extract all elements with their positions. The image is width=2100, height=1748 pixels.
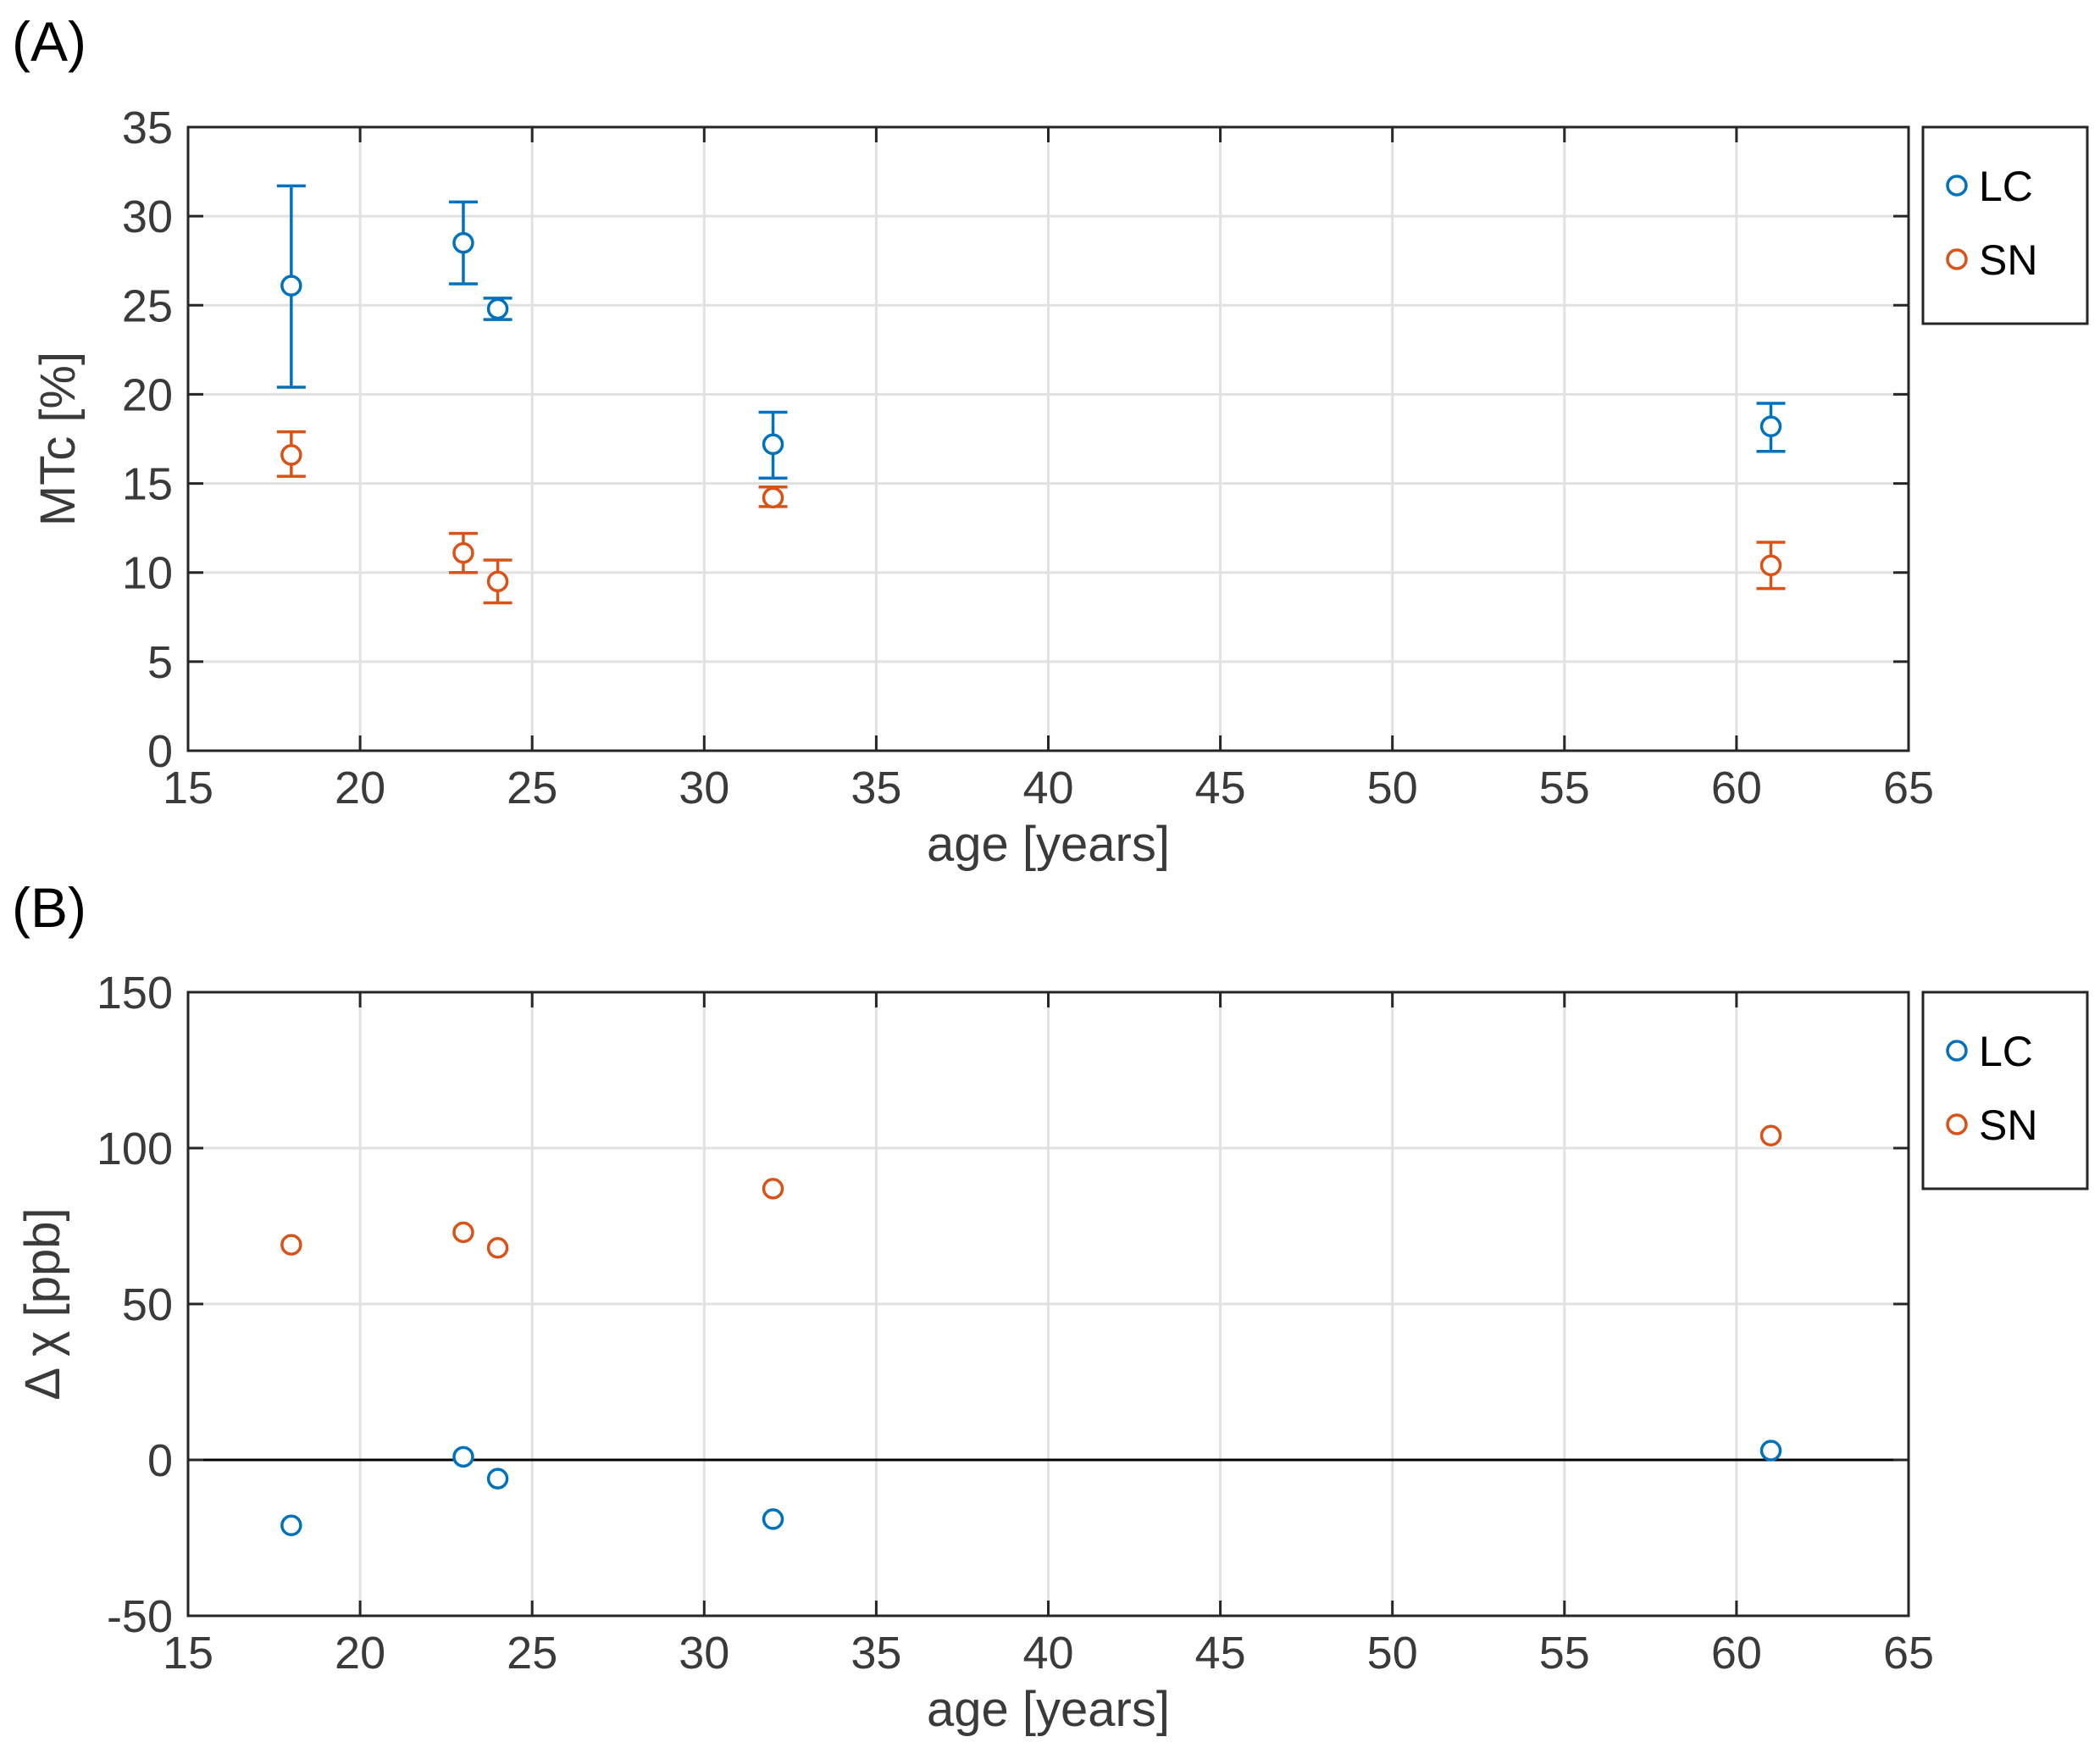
y-tick-label: -50: [107, 1591, 173, 1642]
data-point-lc: [280, 275, 302, 297]
data-point-sn: [486, 570, 509, 592]
y-tick-label: 25: [122, 280, 173, 331]
y-axis-title: MTc [%]: [30, 352, 86, 526]
data-point-lc: [1759, 1440, 1782, 1462]
x-tick-label: 55: [1539, 1628, 1590, 1679]
ticks: 15 20 25 30 35 40 45 50 55 60 65 -50 0 50 100 150: [97, 968, 1934, 1679]
data-point-sn: [280, 1234, 302, 1256]
x-axis-title: age [years]: [927, 1682, 1170, 1737]
x-tick-label: 65: [1883, 1628, 1934, 1679]
ticks: 15 20 25 30 35 40 45 50 55 60 65 0 5 10 15 20 25 30 35: [122, 103, 1934, 813]
x-tick-label: 50: [1367, 1628, 1418, 1679]
y-axis-title: Δ χ [ppb]: [15, 1207, 70, 1400]
legend-label-lc: LC: [1979, 163, 2033, 210]
y-tick-label: 100: [97, 1124, 173, 1174]
data-point-sn: [452, 541, 474, 564]
y-tick-label: 30: [122, 191, 173, 242]
x-tick-label: 60: [1711, 1628, 1762, 1679]
y-tick-label: 0: [147, 1435, 173, 1486]
legend-marker-sn: [1946, 248, 1968, 270]
x-tick-label: 30: [679, 1628, 729, 1679]
y-tick-label: 20: [122, 369, 173, 420]
x-tick-label: 50: [1367, 763, 1418, 813]
data-point-sn: [280, 444, 302, 466]
y-tick-label: 150: [97, 968, 173, 1018]
x-tick-label: 55: [1539, 763, 1590, 813]
legend-label-sn: SN: [1979, 1102, 2037, 1149]
y-tick-label: 5: [147, 637, 173, 688]
data-point-lc: [762, 1508, 784, 1530]
legend: LC SN: [1921, 125, 2089, 325]
y-tick-label: 10: [122, 548, 173, 599]
series-lc: [280, 1440, 1782, 1537]
data-point-lc: [452, 231, 474, 254]
data-point-sn: [762, 486, 784, 509]
legend-label-lc: LC: [1979, 1028, 2033, 1075]
data-point-sn: [762, 1178, 784, 1200]
legend: LC SN: [1921, 991, 2089, 1190]
data-point-sn: [1759, 1124, 1782, 1147]
x-tick-label: 15: [163, 1628, 213, 1679]
series-sn: [280, 1124, 1782, 1259]
legend-box: [1921, 125, 2089, 325]
y-tick-label: 35: [122, 103, 173, 153]
legend-marker-lc: [1946, 1040, 1968, 1062]
x-tick-label: 20: [335, 763, 385, 813]
data-point-sn: [486, 1237, 509, 1259]
chart-panel-a: (A) 15 20 25 30 35 40 45 50 55 60 65 0 5 10 15 20 25 30 35 a…: [12, 10, 2089, 872]
data-point-lc: [280, 1514, 302, 1537]
x-tick-label: 25: [507, 1628, 557, 1679]
legend-marker-sn: [1946, 1113, 1968, 1135]
panel-label: (A): [12, 10, 86, 73]
x-tick-label: 25: [507, 763, 557, 813]
x-tick-label: 45: [1195, 763, 1246, 813]
data-point-lc: [1759, 415, 1782, 438]
legend-label-sn: SN: [1979, 236, 2037, 284]
x-tick-label: 40: [1022, 1628, 1073, 1679]
data-point-lc: [452, 1446, 474, 1468]
data-point-lc: [486, 297, 509, 320]
panel-label: (B): [12, 876, 86, 939]
legend-marker-lc: [1946, 175, 1968, 197]
x-tick-label: 20: [335, 1628, 385, 1679]
x-axis-title: age [years]: [927, 817, 1170, 872]
x-tick-label: 15: [163, 763, 213, 813]
x-tick-label: 45: [1195, 1628, 1246, 1679]
data-point-sn: [1759, 554, 1782, 577]
x-tick-label: 60: [1711, 763, 1762, 813]
x-tick-label: 65: [1883, 763, 1934, 813]
legend-box: [1921, 991, 2089, 1190]
gridlines: [186, 125, 1910, 752]
gridlines: [186, 991, 1910, 1618]
x-tick-label: 30: [679, 763, 729, 813]
y-tick-label: 0: [147, 726, 173, 777]
data-point-lc: [762, 433, 784, 456]
y-tick-label: 50: [122, 1279, 173, 1330]
x-tick-label: 35: [851, 1628, 901, 1679]
x-tick-label: 35: [851, 763, 901, 813]
x-tick-label: 40: [1022, 763, 1073, 813]
series-lc: [276, 184, 1786, 480]
data-point-sn: [452, 1221, 474, 1244]
y-tick-label: 15: [122, 459, 173, 510]
chart-panel-b: (B) 15 20 25 30 35 40 45 50 55 60 65 -50 0 50 100 150 age…: [12, 876, 2089, 1737]
data-point-lc: [486, 1468, 509, 1490]
series-sn: [276, 430, 1786, 605]
